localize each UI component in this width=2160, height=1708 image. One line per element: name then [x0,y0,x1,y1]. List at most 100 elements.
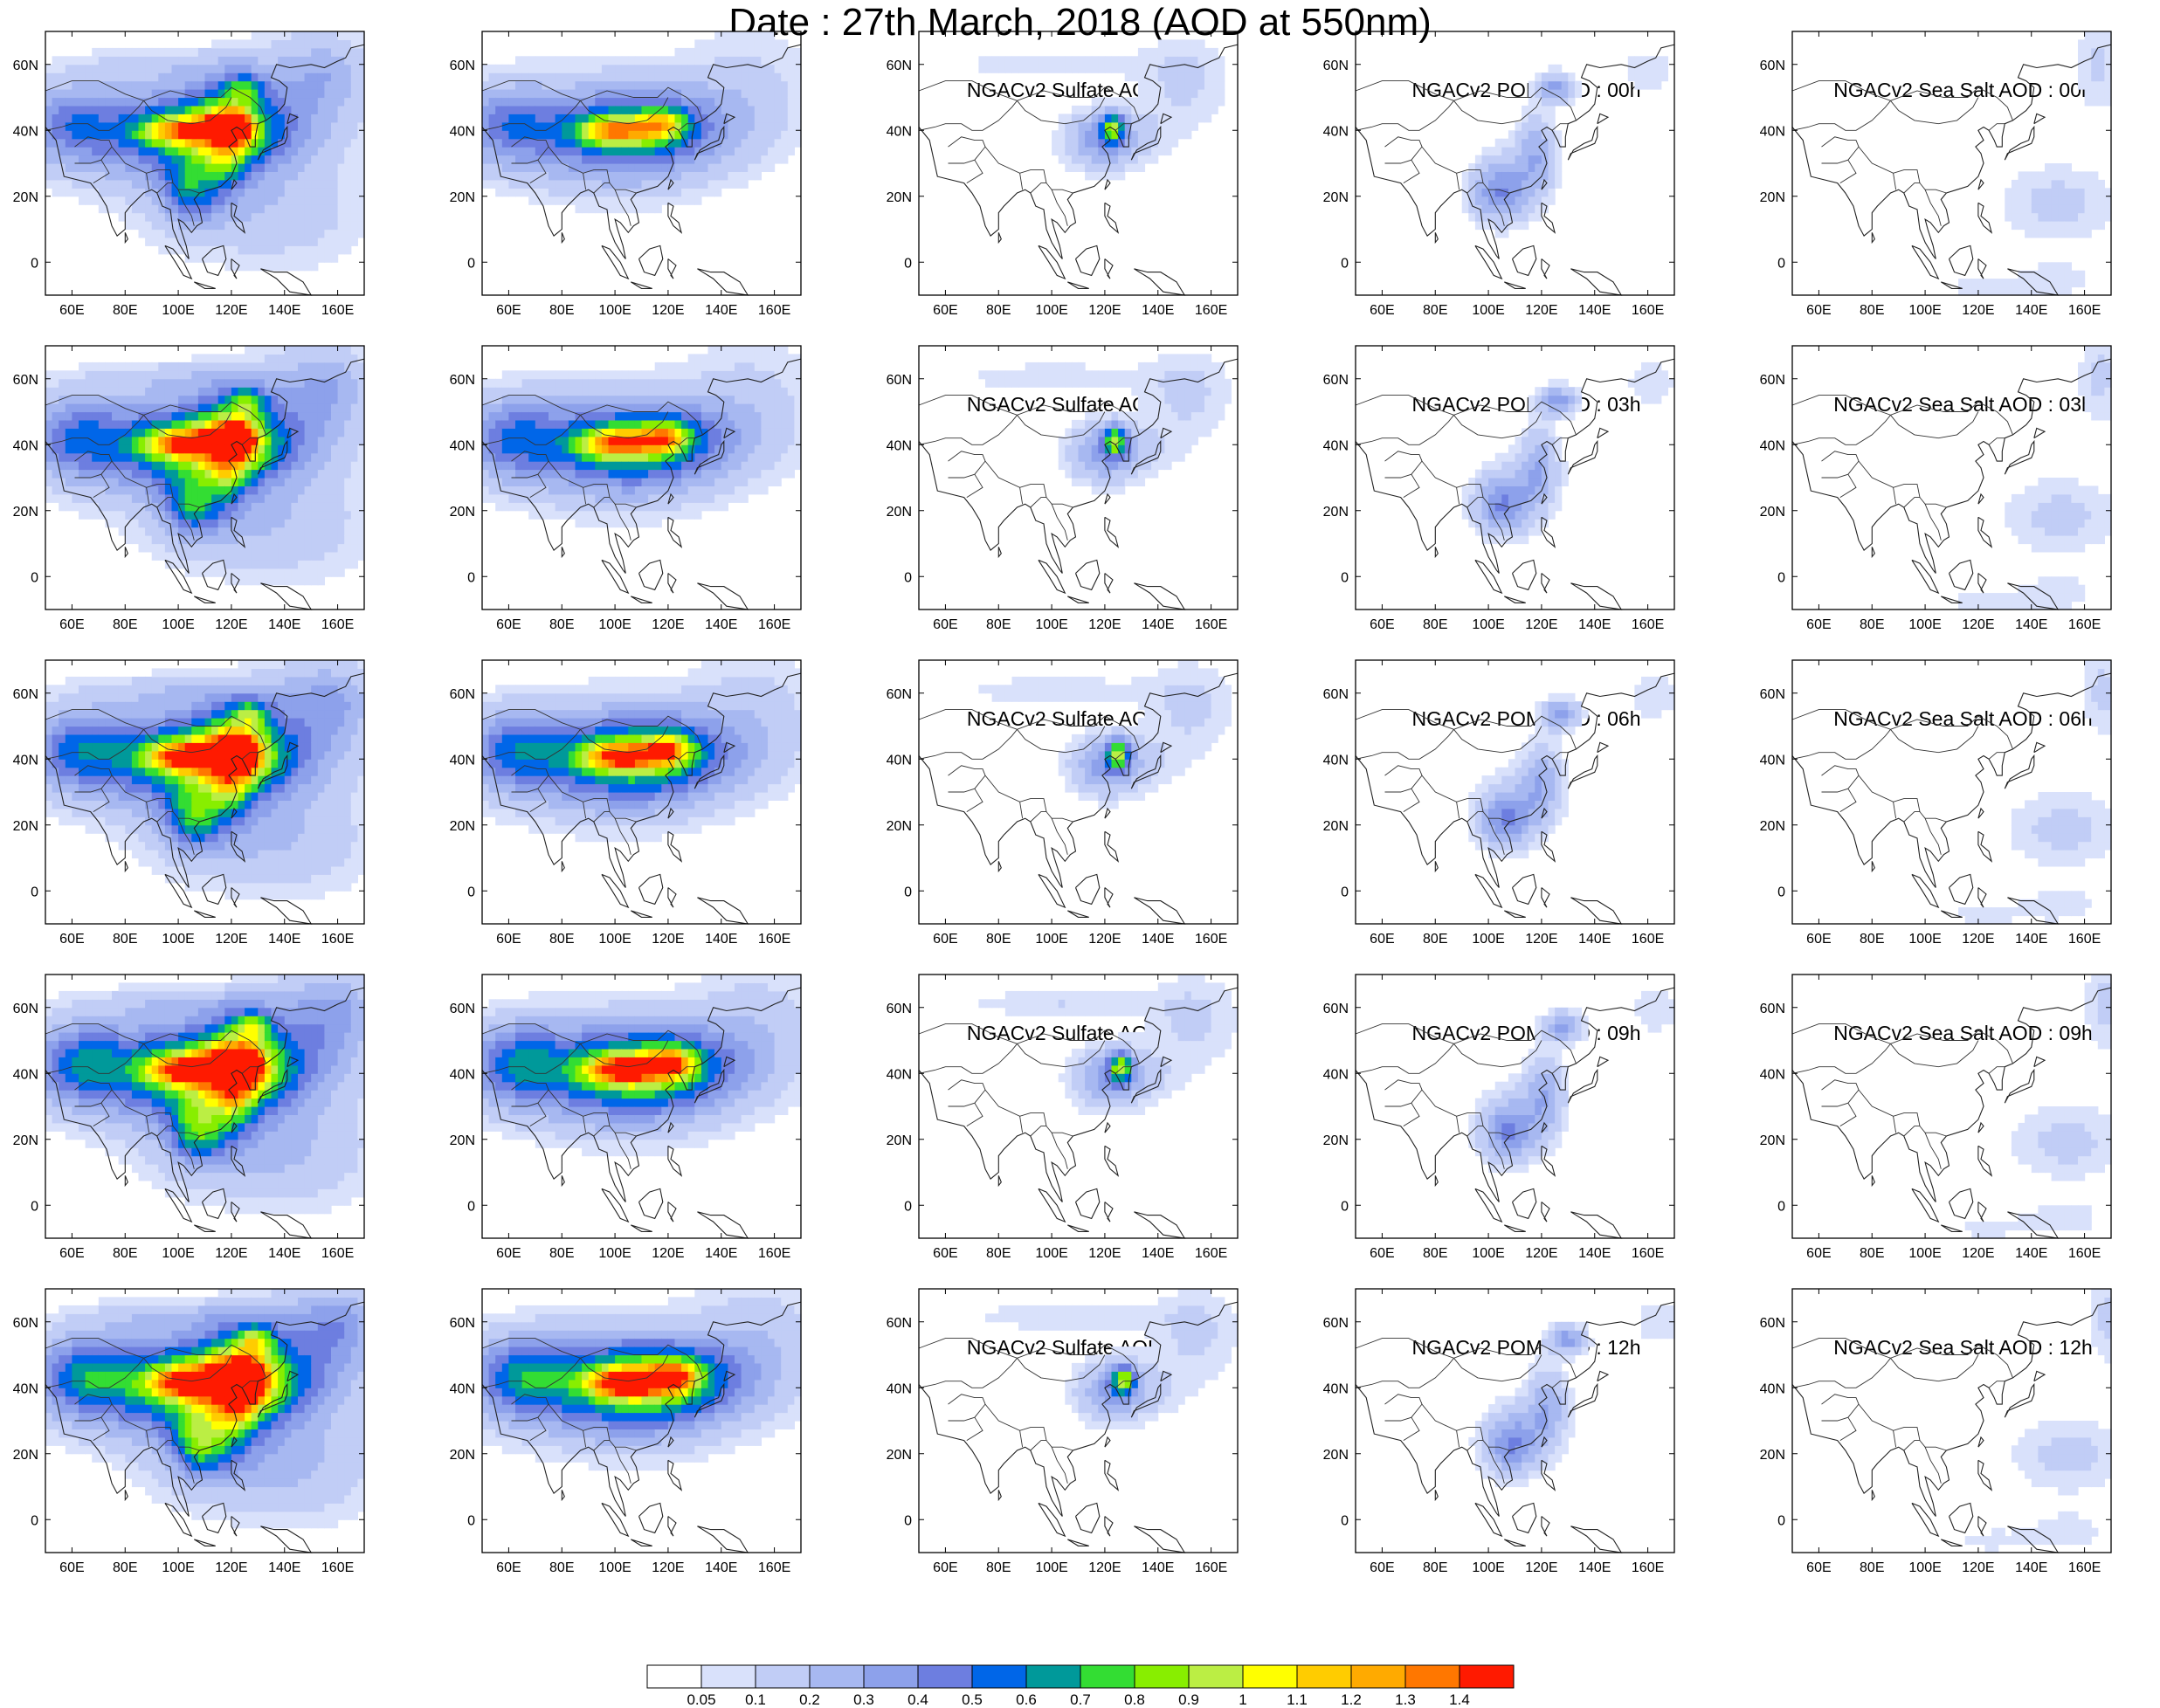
aod-cell [105,188,113,197]
aod-cell [291,519,299,528]
aod-cell [118,212,126,222]
aod-cell [1654,56,1662,65]
aod-cell [1171,130,1179,140]
country-border [1051,189,1068,226]
aod-cell [714,64,722,73]
aod-cell [105,155,113,164]
aod-cell [151,461,159,471]
coastline [1134,268,1186,296]
aod-cell [264,535,273,545]
aod-cell [85,155,93,164]
aod-cell [1535,163,1542,172]
aod-cell [728,179,735,189]
aod-cell [271,478,279,486]
aod-cell [615,138,623,148]
aod-cell [337,510,345,520]
aod-cell [1104,64,1113,73]
aod-cell [131,411,140,421]
aod-cell [138,444,146,454]
aod-cell [661,419,669,429]
aod-cell [278,535,286,545]
aod-cell [2018,279,2025,288]
aod-cell [707,387,715,396]
aod-cell [278,39,286,49]
aod-cell [125,163,133,172]
aod-cell [191,519,199,528]
aod-cell [164,237,173,246]
aod-cell [781,64,789,73]
coastline [638,244,664,277]
aod-cell [258,378,266,388]
aod-cell [1555,179,1563,189]
aod-cell [1164,64,1172,73]
aod-cell [178,387,186,396]
aod-cell [145,370,153,380]
aod-cell [311,527,319,536]
aod-cell [521,89,529,99]
map-panel-total-1: NGACv2 Total AOD : 03h60E80E100E120E140E… [0,314,437,629]
map-panel-dust-1: NGACv2 Dust AOD : 03h60E80E100E120E140E1… [437,314,873,629]
aod-cell [311,237,319,246]
aod-cell [324,147,332,156]
aod-cell [245,370,252,380]
aod-cell [735,171,742,181]
aod-cell [615,493,623,503]
aod-cell [707,130,715,140]
aod-cell [317,97,325,107]
aod-cell [1522,105,1529,114]
aod-cell [582,478,590,486]
aod-cell [1535,196,1542,205]
aod-cell [298,478,306,486]
aod-cell [608,89,616,99]
aod-cell [278,155,286,164]
aod-cell [331,346,339,355]
aod-cell [608,130,616,140]
aod-cell [291,130,299,140]
aod-cell [1561,80,1569,90]
aod-cell [204,196,212,205]
aod-cell [164,212,173,222]
aod-cell [1958,279,1966,288]
aod-cell [331,543,339,553]
aod-cell [721,163,728,172]
aod-cell [1568,97,1576,107]
aod-cell [2051,221,2059,231]
aod-cell [118,486,126,495]
country-border [481,100,581,131]
aod-cell [125,478,133,486]
aod-cell [79,72,86,82]
aod-cell [1204,47,1212,57]
aod-cell [324,419,332,429]
aod-cell [164,138,173,148]
aod-cell [1151,114,1159,123]
aod-cell [158,47,166,57]
aod-cell [535,179,542,189]
aod-cell [681,461,689,471]
aod-cell [357,188,365,197]
aod-cell [1164,97,1172,107]
aod-cell [728,138,735,148]
aod-cell [92,486,100,495]
aod-cell [1522,147,1529,156]
country-border [918,80,1140,121]
country-border [45,80,266,121]
aod-cell [291,535,299,545]
aod-cell [641,72,649,82]
aod-cell [204,478,212,486]
aod-cell [278,502,286,512]
aod-cell [131,72,140,82]
aod-cell [615,171,623,181]
aod-cell [1118,105,1126,114]
aod-cell [661,403,669,413]
aod-cell [621,163,629,172]
aod-cell [125,461,133,471]
aod-cell [1218,72,1225,82]
aod-cell [621,403,629,413]
aod-cell [568,80,576,90]
aod-cell [118,403,126,413]
aod-cell [271,346,279,355]
aod-cell [98,452,106,462]
aod-cell [331,39,339,49]
aod-cell [508,493,516,503]
aod-cell [311,179,319,189]
